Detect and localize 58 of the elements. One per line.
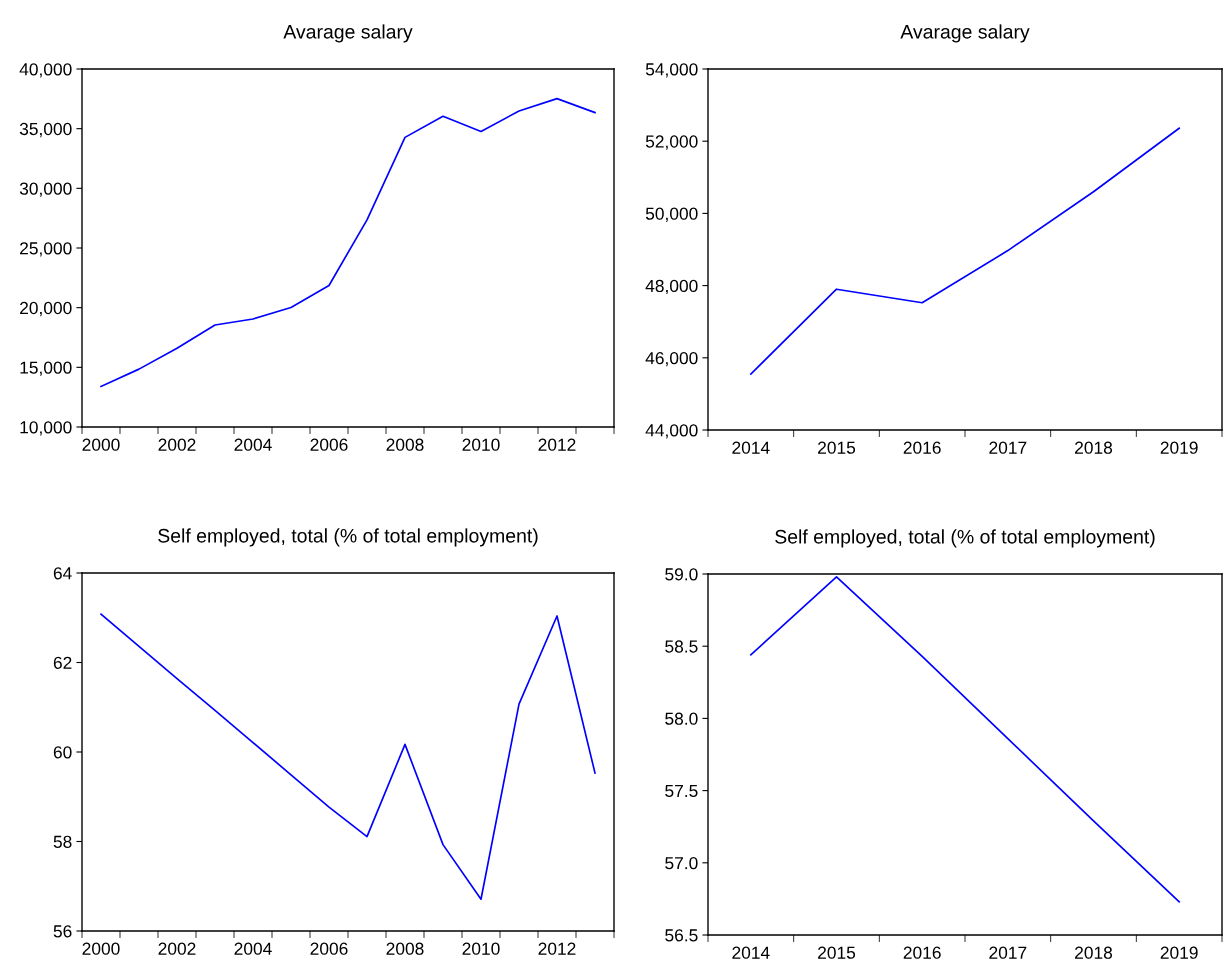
x-tick-label: 2015 — [818, 441, 856, 454]
x-tick-label: 2000 — [82, 942, 120, 955]
x-tick-label: 2012 — [538, 438, 576, 451]
y-tick-label: 56 — [53, 925, 72, 938]
y-tick-label: 52,000 — [645, 135, 698, 150]
chart-title: Avarage salary — [283, 24, 413, 43]
x-tick-label: 2017 — [989, 946, 1027, 959]
y-tick-label: 44,000 — [645, 424, 698, 439]
y-tick-label: 56.5 — [665, 929, 698, 942]
y-tick-label: 48,000 — [645, 279, 698, 295]
x-tick-label: 2014 — [732, 441, 770, 454]
y-tick-label: 60 — [53, 746, 72, 759]
chart-title: Avarage salary — [900, 24, 1030, 43]
y-tick-label: 46,000 — [645, 351, 698, 367]
x-tick-label: 2019 — [1160, 946, 1198, 959]
line-series — [100, 613, 596, 901]
y-tick-label: 35,000 — [19, 122, 72, 138]
y-tick-label: 58.5 — [665, 640, 698, 653]
y-tick-label: 59.0 — [665, 568, 698, 581]
x-tick-label: 2008 — [386, 942, 424, 955]
x-tick-label: 2016 — [903, 441, 941, 454]
line-series — [749, 576, 1181, 903]
line-series — [749, 127, 1181, 375]
x-tick-label: 2019 — [1160, 441, 1198, 454]
x-tick-label: 2002 — [158, 942, 196, 955]
x-tick-label: 2016 — [903, 946, 941, 959]
x-tick-label: 2018 — [1075, 946, 1113, 959]
y-tick-label: 54,000 — [645, 63, 698, 78]
y-tick-label: 57.5 — [665, 784, 698, 798]
y-tick-label: 50,000 — [645, 207, 698, 222]
y-tick-label: 58 — [53, 835, 72, 848]
x-tick-label: 2004 — [234, 942, 272, 955]
y-tick-label: 57.0 — [665, 856, 698, 870]
y-tick-label: 40,000 — [19, 63, 72, 78]
x-tick-label: 2017 — [989, 441, 1027, 454]
x-tick-label: 2004 — [234, 438, 272, 451]
y-tick-label: 20,000 — [20, 301, 72, 317]
x-tick-label: 2010 — [462, 942, 500, 955]
x-tick-label: 2015 — [818, 946, 856, 959]
chart-title: Self employed, total (% of total employment) — [158, 528, 538, 547]
x-tick-label: 2010 — [462, 438, 500, 451]
line-series — [100, 97, 596, 388]
y-tick-label: 62 — [53, 656, 72, 669]
y-tick-label: 25,000 — [20, 242, 72, 257]
chart-title: Self employed, total (% of total employment) — [775, 529, 1155, 548]
x-tick-label: 2014 — [732, 946, 770, 959]
x-tick-label: 2018 — [1075, 441, 1113, 454]
x-tick-label: 2006 — [310, 942, 348, 955]
x-tick-label: 2008 — [386, 438, 424, 451]
x-tick-label: 2006 — [310, 438, 348, 451]
y-tick-label: 64 — [53, 567, 72, 580]
x-tick-label: 2012 — [538, 942, 576, 955]
x-tick-label: 2000 — [82, 438, 120, 451]
y-tick-label: 15,000 — [20, 361, 72, 376]
y-tick-label: 10,000 — [20, 421, 72, 436]
y-tick-label: 30,000 — [19, 182, 72, 197]
y-tick-label: 58.0 — [665, 712, 698, 725]
x-tick-label: 2002 — [158, 438, 196, 451]
